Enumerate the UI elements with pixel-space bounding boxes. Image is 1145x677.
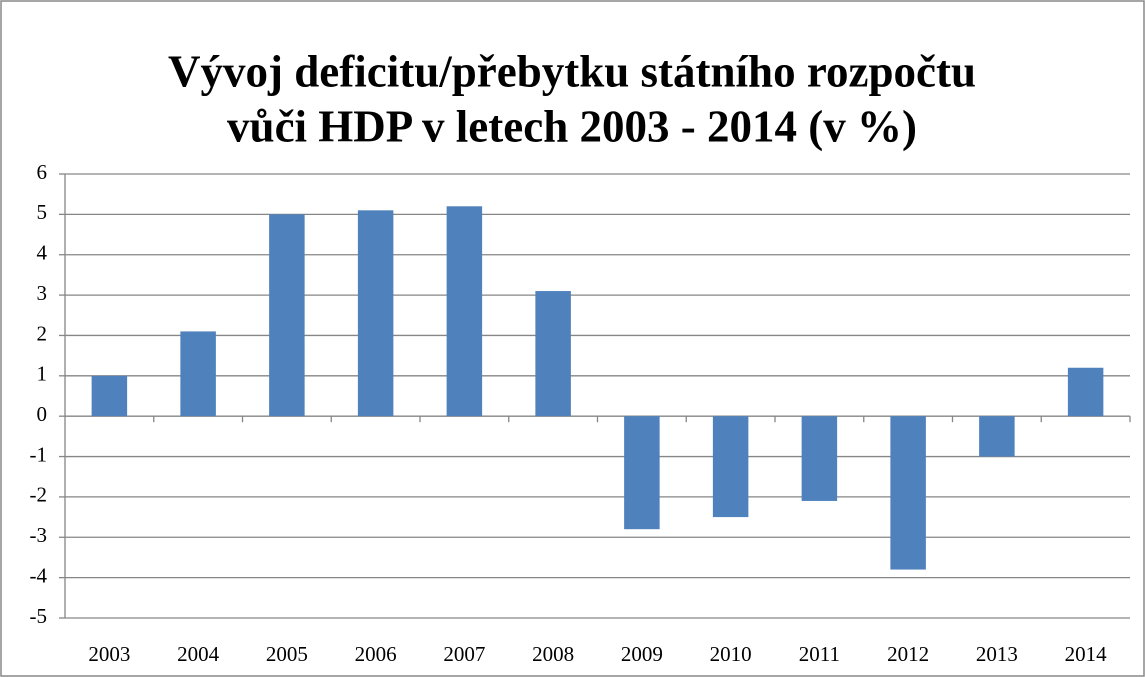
y-tick-label: 4 bbox=[37, 241, 48, 265]
x-tick-label: 2014 bbox=[1065, 642, 1108, 666]
x-tick-label: 2003 bbox=[88, 642, 130, 666]
chart-title: vůči HDP v letech 2003 - 2014 (v %) bbox=[227, 101, 917, 151]
x-tick-label: 2007 bbox=[443, 642, 485, 666]
x-tick-label: 2010 bbox=[710, 642, 752, 666]
y-tick-label: -3 bbox=[30, 523, 48, 547]
y-tick-label: 3 bbox=[37, 281, 48, 305]
bar bbox=[979, 416, 1015, 457]
bar bbox=[357, 210, 394, 417]
bar bbox=[890, 416, 926, 570]
y-tick-label: 0 bbox=[37, 402, 48, 426]
x-tick-label: 2013 bbox=[976, 642, 1018, 666]
y-tick-label: 1 bbox=[37, 362, 48, 386]
x-tick-label: 2004 bbox=[177, 642, 220, 666]
chart-title: Vývoj deficitu/přebytku státního rozpočt… bbox=[168, 46, 976, 96]
y-tick-label: -5 bbox=[30, 604, 48, 628]
bar bbox=[1067, 367, 1104, 417]
bar bbox=[535, 291, 571, 417]
bar bbox=[91, 375, 128, 417]
x-tick-label: 2012 bbox=[887, 642, 929, 666]
y-tick-label: 2 bbox=[37, 321, 48, 345]
y-tick-label: 5 bbox=[37, 200, 48, 224]
bar bbox=[712, 416, 749, 518]
x-tick-label: 2011 bbox=[799, 642, 840, 666]
bar bbox=[269, 214, 305, 417]
x-tick-label: 2005 bbox=[266, 642, 308, 666]
y-tick-label: -2 bbox=[30, 483, 48, 507]
x-tick-label: 2008 bbox=[532, 642, 574, 666]
bar bbox=[180, 331, 216, 417]
x-tick-label: 2006 bbox=[355, 642, 397, 666]
bar bbox=[801, 416, 838, 501]
y-tick-label: -1 bbox=[30, 442, 48, 466]
bar bbox=[624, 416, 660, 530]
y-tick-label: -4 bbox=[30, 563, 48, 587]
x-tick-label: 2009 bbox=[621, 642, 663, 666]
bar bbox=[446, 206, 483, 417]
y-tick-label: 6 bbox=[37, 160, 48, 184]
